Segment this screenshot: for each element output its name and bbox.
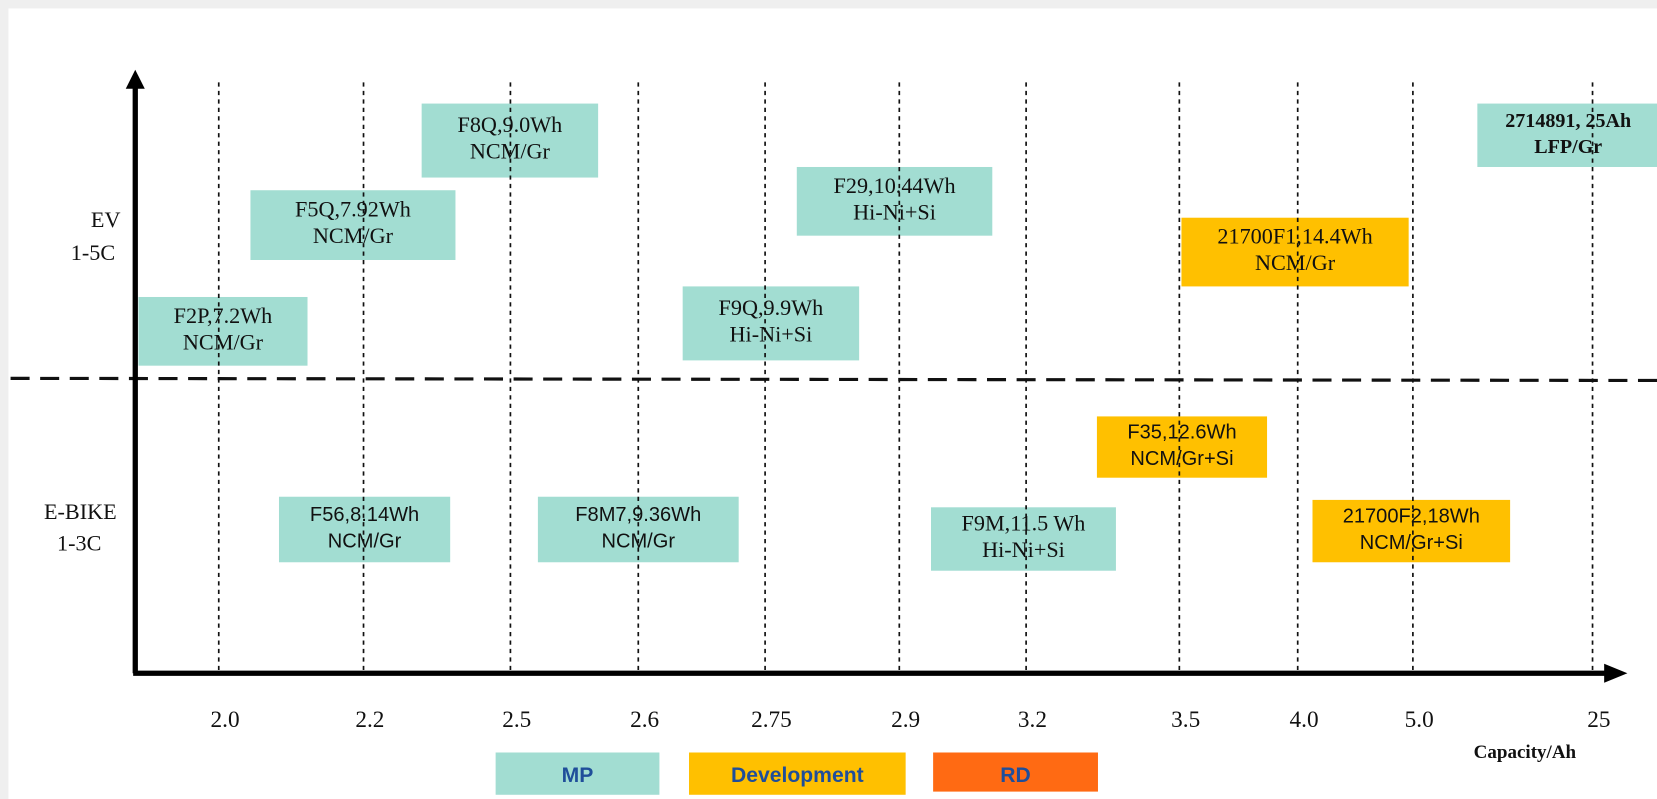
x-tick-label: 2.75 <box>751 707 792 733</box>
box-line: NCM/Gr <box>183 329 264 354</box>
y-label: E-BIKE <box>44 499 117 524</box>
box-line: Hi-Ni+Si <box>853 199 936 224</box>
y-arrow <box>125 69 145 89</box>
y-label: 1-3C <box>57 531 101 556</box>
box-line: Hi-Ni+Si <box>982 537 1065 562</box>
legend-label: Development <box>731 764 864 787</box>
box-bg <box>278 496 451 563</box>
box-line: Hi-Ni+Si <box>730 321 813 346</box>
box-line: NCM/Gr <box>313 223 394 248</box>
y-label: EV <box>91 207 121 232</box>
legend-label: MP <box>562 764 594 787</box>
box-line: NCM/Gr+Si <box>1360 532 1463 554</box>
x-axis-label: Capacity/Ah <box>1474 742 1577 763</box>
panel <box>8 8 1657 799</box>
box-line: F9Q,9.9Wh <box>719 295 824 320</box>
x-tick-label: 3.5 <box>1171 707 1200 733</box>
legend-swatch <box>689 752 906 795</box>
x-tick-label: 4.0 <box>1290 707 1319 733</box>
box-bg <box>138 296 308 366</box>
box-line: LFP/Gr <box>1534 136 1602 158</box>
product-box: 2714891, 25Ah LFP/Gr <box>1477 103 1657 167</box>
product-box: F56,8.14Wh NCM/Gr <box>278 496 451 563</box>
y-label: 1-5C <box>71 240 115 265</box>
box-bg <box>1096 416 1268 478</box>
box-line: F9M,11.5 Wh <box>962 511 1086 536</box>
box-bg <box>1181 217 1409 287</box>
product-box: F35,12.6Wh NCM/Gr+Si <box>1096 416 1268 478</box>
x-tick-label: 2.0 <box>211 707 240 733</box>
box-line: NCM/Gr+Si <box>1130 448 1233 470</box>
box-line: F2P,7.2Wh <box>174 303 273 328</box>
box-line: 2714891, 25Ah <box>1505 110 1631 132</box>
box-line: F29,10.44Wh <box>834 173 956 198</box>
x-tick-label: 5.0 <box>1405 707 1434 733</box>
x-tick-label: 2.2 <box>355 707 384 733</box>
box-line: F56,8.14Wh <box>310 504 419 526</box>
x-tick-label: 25 <box>1587 707 1610 733</box>
product-box: 21700F2,18Wh NCM/Gr+Si <box>1312 499 1511 563</box>
x-tick-label: 2.5 <box>502 707 531 733</box>
box-bg <box>1312 499 1511 563</box>
box-bg <box>1477 103 1657 167</box>
box-bg <box>250 190 456 260</box>
divider <box>10 376 1657 383</box>
legend-swatch <box>933 752 1098 792</box>
box-bg <box>931 507 1116 571</box>
box-line: F35,12.6Wh <box>1127 422 1236 444</box>
box-line: F5Q,7.92Wh <box>295 197 411 222</box>
box-bg <box>421 103 599 178</box>
box-line: NCM/Gr <box>328 530 402 552</box>
x-tick-label: 3.2 <box>1018 707 1047 733</box>
legend-swatch <box>495 752 660 795</box>
x-tick-label: 2.9 <box>891 707 920 733</box>
box-line: NCM/Gr <box>1255 250 1336 275</box>
x-arrow <box>1604 663 1628 683</box>
legend-label: RD <box>1000 764 1031 787</box>
x-tick-label: 2.6 <box>630 707 659 733</box>
box-line: 21700F2,18Wh <box>1343 506 1480 528</box>
box-line: 21700F1,14.4Wh <box>1217 224 1372 249</box>
box-bg <box>796 166 993 236</box>
box-bg <box>682 286 860 361</box>
